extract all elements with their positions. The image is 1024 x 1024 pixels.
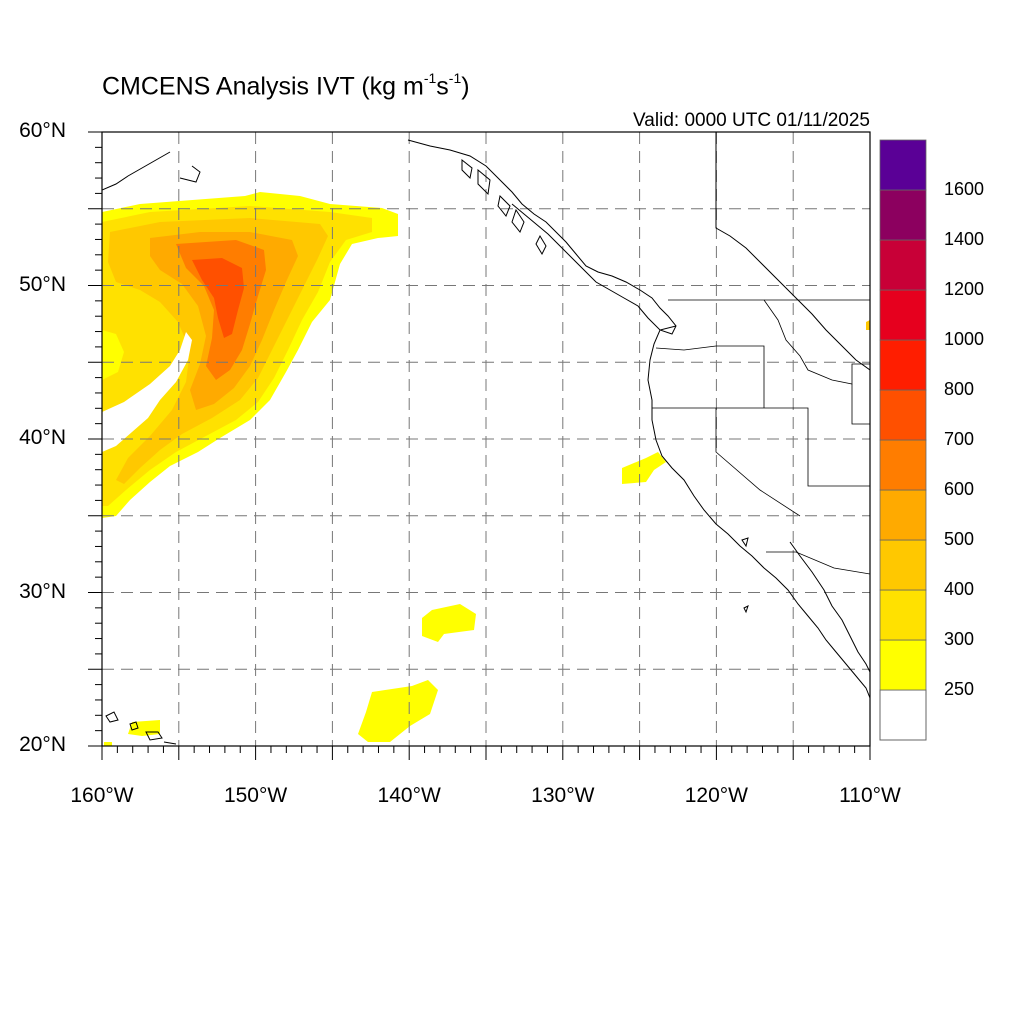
- colorbar-label: 1600: [944, 179, 985, 199]
- colorbar: [879, 139, 927, 741]
- colorbar-box: [879, 339, 927, 391]
- x-tick-label: 110°W: [839, 784, 901, 807]
- map-title: CMCENS Analysis IVT (kg m-1s-1): [102, 70, 470, 101]
- colorbar-box-below: [879, 689, 927, 741]
- hawaii-islands: [105, 711, 177, 745]
- x-tick-label: 160°W: [70, 784, 134, 807]
- x-tick-label: 130°W: [531, 784, 595, 807]
- washington-oregon-border: [655, 345, 765, 408]
- baja-gulf: [789, 541, 870, 673]
- west-coast: [647, 325, 870, 699]
- alaska-upper: [102, 151, 201, 191]
- ivt-blob-california: [622, 452, 666, 484]
- ar-dry-slot: [102, 332, 192, 452]
- colorbar-label: 1200: [944, 279, 985, 299]
- idaho-montana-border: [763, 299, 870, 385]
- x-tick-label: 120°W: [684, 784, 749, 807]
- colorbar-box: [879, 589, 927, 641]
- political-borders: [652, 299, 870, 575]
- northern-islands: [461, 158, 547, 256]
- y-tick-label: 30°N: [19, 579, 66, 603]
- colorbar-box: [879, 289, 927, 341]
- colorbar-label: 300: [944, 629, 975, 649]
- colorbar-box: [879, 639, 927, 691]
- mexico-border: [766, 551, 870, 575]
- colorbar-box: [879, 189, 927, 241]
- colorbar-box: [879, 539, 927, 591]
- utah-border: [851, 384, 870, 425]
- ar-left-yellow: [102, 330, 124, 380]
- nevada-border: [715, 408, 801, 517]
- ivt-blob-east-edge: [866, 320, 870, 330]
- ivt-blob-subtropical-south: [358, 680, 438, 742]
- valid-time: Valid: 0000 UTC 01/11/2025: [633, 110, 870, 131]
- colorbar-box: [879, 239, 927, 291]
- x-tick-label: 140°W: [377, 784, 441, 807]
- y-tick-label: 20°N: [19, 733, 66, 756]
- colorbar-label: 800: [944, 379, 975, 399]
- ar-700-core: [192, 258, 244, 338]
- colorbar-label: 700: [944, 429, 975, 449]
- colorbar-box: [879, 489, 927, 541]
- alaska-coast: [407, 139, 677, 335]
- colorbar-label: 1400: [944, 229, 985, 249]
- coastlines: [102, 132, 870, 745]
- ivt-blob-subtropical-north: [422, 604, 476, 642]
- colorbar-label: 500: [944, 529, 975, 549]
- channel-islands: [741, 537, 749, 614]
- colorbar-box: [879, 439, 927, 491]
- colorbar-box: [879, 139, 927, 191]
- y-tick-label: 60°N: [19, 119, 66, 142]
- x-tick-label: 150°W: [223, 784, 288, 807]
- axis-ticks: [88, 131, 871, 760]
- ivt-blob-edge: [104, 742, 112, 746]
- colorbar-box: [879, 389, 927, 441]
- ivt-shading: [102, 192, 870, 746]
- colorbar-label: 1000: [944, 329, 985, 349]
- canada-coast-north: [715, 132, 870, 371]
- ivt-blob-hawaii: [128, 720, 160, 736]
- colorbar-label: 600: [944, 479, 975, 499]
- y-tick-label: 50°N: [19, 272, 66, 296]
- colorbar-label: 250: [944, 679, 975, 699]
- y-tick-label: 40°N: [19, 426, 66, 449]
- colorbar-label: 400: [944, 579, 975, 599]
- oregon-california-border: [652, 407, 870, 487]
